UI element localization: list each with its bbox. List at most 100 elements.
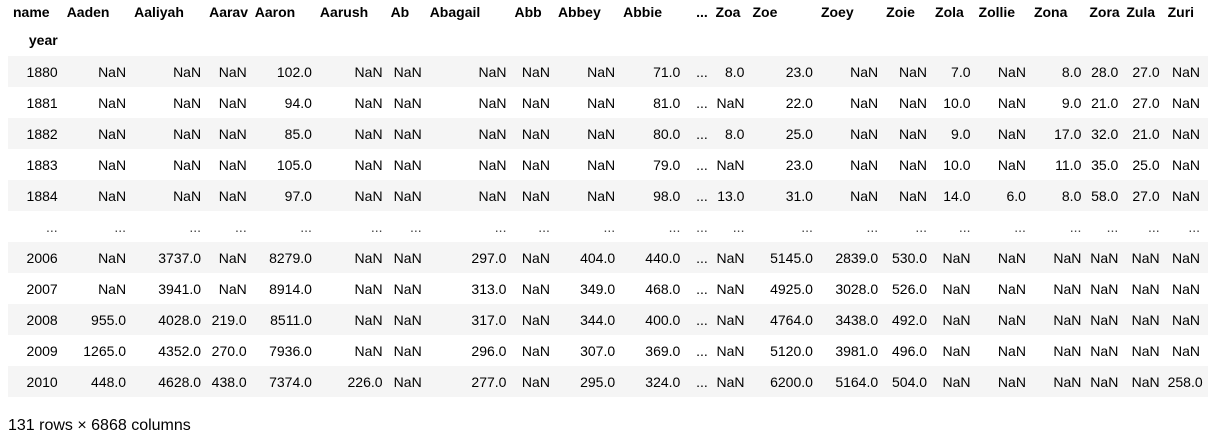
dataframe-shape-text: 131 rows × 6868 columns [8, 417, 191, 434]
table-cell: NaN [587, 187, 616, 204]
table-cell: NaN [1053, 249, 1082, 266]
table-cell: ... [235, 218, 247, 235]
table-row: 1883 NaN NaN NaN 105.0 NaN NaN NaN NaN NaN 79.0...… [8, 149, 1208, 180]
table-cell: NaN [997, 63, 1026, 80]
column-ellipsis: ... [696, 4, 708, 20]
table-cell: 4028.0 [158, 311, 202, 328]
table-cell: NaN [354, 311, 383, 328]
table-row: 2007 NaN 3941.0 NaN 8914.0 NaN NaN 313.0 NaN 349.… [8, 273, 1208, 304]
table-cell: ... [1106, 218, 1119, 235]
table-cell: NaN [521, 187, 550, 204]
row-index: 2007 [26, 280, 58, 297]
row-index: 1882 [26, 125, 58, 142]
table-cell: 8511.0 [270, 311, 312, 328]
table-cell: NaN [1053, 280, 1082, 297]
table-cell: 296.0 [471, 342, 507, 359]
table-cell: ... [866, 218, 879, 235]
table-cell: 80.0 [653, 125, 681, 142]
table-cell: NaN [393, 63, 422, 80]
table-cell: NaN [218, 63, 247, 80]
table-cell: 25.0 [1132, 156, 1160, 173]
table-cell: 10.0 [943, 94, 971, 111]
table-cell: NaN [478, 125, 507, 142]
table-cell: 5120.0 [770, 342, 813, 359]
row-index: 1881 [26, 94, 58, 111]
table-cell: NaN [354, 94, 383, 111]
table-cell: ... [696, 311, 708, 328]
table-cell: 1265.0 [83, 342, 127, 359]
table-cell: NaN [218, 249, 247, 266]
table-cell: 6200.0 [770, 373, 813, 390]
table-cell: NaN [997, 342, 1026, 359]
table-cell: ... [801, 218, 813, 235]
table-cell: NaN [899, 94, 928, 111]
row-index: ... [46, 218, 58, 235]
table-cell: ... [696, 342, 708, 359]
table-cell: NaN [1171, 94, 1200, 111]
table-cell: 21.0 [1091, 94, 1119, 111]
table-cell: ... [696, 94, 708, 111]
table-cell: 295.0 [580, 373, 616, 390]
table-cell: 9.0 [951, 125, 971, 142]
column-header: Zona [1033, 4, 1068, 20]
table-cell: 32.0 [1091, 125, 1119, 142]
column-header: Zuri [1167, 4, 1195, 20]
table-cell: 468.0 [645, 280, 681, 297]
table-cell: 8.0 [725, 63, 745, 80]
table-cell: 9.0 [1061, 94, 1082, 111]
column-header-row: name Aaden Aaliyah Aarav Aaron Aarush Ab Abaga… [8, 0, 1208, 24]
table-cell: ... [696, 280, 708, 297]
table-cell: NaN [1090, 373, 1119, 390]
table-cell: 28.0 [1091, 63, 1119, 80]
table-cell: 98.0 [653, 187, 681, 204]
table-cell: 22.0 [785, 94, 813, 111]
table-cell: NaN [716, 311, 745, 328]
table-cell: 258.0 [1167, 373, 1203, 390]
row-index: 2009 [26, 342, 58, 359]
table-cell: NaN [218, 280, 247, 297]
table-cell: 440.0 [645, 249, 681, 266]
table-cell: NaN [997, 311, 1026, 328]
table-cell: NaN [1131, 342, 1160, 359]
table-cell: 21.0 [1132, 125, 1160, 142]
column-header: Zoie [886, 4, 915, 20]
column-header: Zollie [978, 4, 1016, 20]
table-cell: ... [370, 218, 383, 235]
table-cell: NaN [354, 187, 383, 204]
table-cell: 317.0 [471, 311, 507, 328]
table-row-ellipsis: ........................................… [8, 211, 1208, 242]
table-cell: 496.0 [892, 342, 928, 359]
table-cell: 85.0 [284, 125, 312, 142]
table-cell: NaN [899, 125, 928, 142]
table-cell: 5164.0 [835, 373, 879, 390]
table-cell: 955.0 [91, 311, 127, 328]
index-axis-label: year [28, 32, 58, 48]
table-cell: NaN [997, 373, 1026, 390]
table-cell: 3737.0 [158, 249, 202, 266]
table-cell: 105.0 [276, 156, 312, 173]
table-cell: NaN [478, 187, 507, 204]
column-header: Zoe [752, 4, 778, 20]
table-cell: 23.0 [785, 63, 813, 80]
table-cell: 31.0 [785, 187, 813, 204]
table-row: 1882 NaN NaN NaN 85.0 NaN NaN NaN NaN NaN 80.0... 8… [8, 118, 1208, 149]
table-cell: ... [696, 373, 708, 390]
table-cell: NaN [478, 156, 507, 173]
table-cell: 4352.0 [158, 342, 202, 359]
table-cell: 448.0 [91, 373, 127, 390]
table-cell: NaN [354, 280, 383, 297]
table-cell: 7374.0 [269, 373, 312, 390]
row-index: 2010 [26, 373, 58, 390]
table-cell: 13.0 [717, 187, 745, 204]
table-cell: NaN [1171, 249, 1200, 266]
table-cell: NaN [942, 280, 971, 297]
table-row: 2010 448.0 4628.0 438.0 7374.0 226.0 NaN 277.0 N… [8, 366, 1208, 397]
table-cell: ... [1069, 218, 1082, 235]
table-cell: 27.0 [1132, 187, 1160, 204]
table-cell: 277.0 [471, 373, 507, 390]
table-cell: NaN [173, 63, 202, 80]
table-cell: ... [603, 218, 616, 235]
table-cell: ... [300, 218, 312, 235]
table-cell: NaN [478, 94, 507, 111]
